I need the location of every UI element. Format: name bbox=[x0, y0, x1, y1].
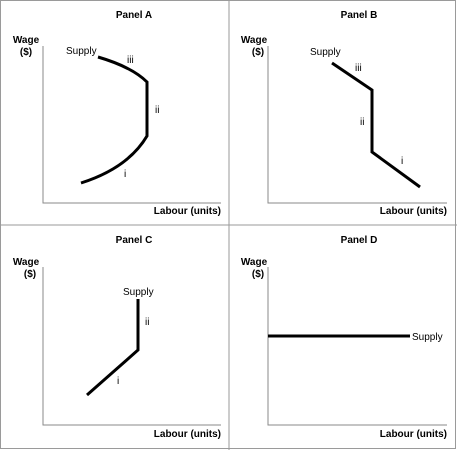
panel-d-x-label: Labour (units) bbox=[380, 429, 447, 440]
panel-a-y-label-line2: ($) bbox=[20, 47, 32, 58]
panel-c-y-label-line1: Wage bbox=[13, 257, 40, 268]
panel-b-supply-curve bbox=[331, 61, 421, 189]
panel-b-supply-label: Supply bbox=[310, 47, 341, 58]
panel-a-axes bbox=[42, 46, 221, 204]
panel-d-title: Panel D bbox=[341, 235, 378, 246]
panel-a-supply-label: Supply bbox=[66, 46, 97, 57]
panel-d-y-label-line2: ($) bbox=[252, 269, 264, 280]
panel-b-segment-label-ii: ii bbox=[360, 117, 364, 128]
panel-c-y-label-line2: ($) bbox=[24, 269, 36, 280]
panel-c-title: Panel C bbox=[116, 235, 153, 246]
panel-c-supply-curve bbox=[86, 299, 140, 397]
panel-a-x-label: Labour (units) bbox=[154, 206, 221, 217]
panel-b-title: Panel B bbox=[341, 10, 378, 21]
panel-c-axes bbox=[42, 267, 221, 426]
panel-c: Panel C Wage ($) Labour (units) Supply i… bbox=[13, 235, 221, 440]
panel-a-supply-curve bbox=[80, 55, 149, 185]
panel-a-segment-label-ii: ii bbox=[155, 105, 159, 116]
panel-c-segment-label-ii: ii bbox=[145, 317, 149, 328]
panel-b-axes bbox=[267, 46, 447, 204]
panel-a-title: Panel A bbox=[116, 10, 152, 21]
panel-d-axes bbox=[267, 267, 447, 426]
panel-b-y-label-line1: Wage bbox=[241, 35, 268, 46]
panel-b-segment-label-iii: iii bbox=[355, 63, 362, 74]
panel-c-segment-label-i: i bbox=[117, 376, 119, 387]
panel-c-supply-label: Supply bbox=[123, 287, 154, 298]
panel-d-supply-label: Supply bbox=[412, 332, 443, 343]
panel-b-x-label: Labour (units) bbox=[380, 206, 447, 217]
panel-b-y-label-line2: ($) bbox=[252, 47, 264, 58]
panel-a-segment-label-i: i bbox=[124, 169, 126, 180]
panel-a: Panel A Wage ($) Labour (units) Supply i… bbox=[13, 10, 221, 217]
panel-c-x-label: Labour (units) bbox=[154, 429, 221, 440]
panel-b-segment-label-i: i bbox=[401, 156, 403, 167]
panel-b: Panel B Wage ($) Labour (units) Supply i… bbox=[241, 10, 447, 217]
panel-a-y-label-line1: Wage bbox=[13, 35, 40, 46]
panel-d: Panel D Wage ($) Labour (units) Supply bbox=[241, 235, 447, 440]
panel-d-y-label-line1: Wage bbox=[241, 257, 268, 268]
panel-a-segment-label-iii: iii bbox=[127, 55, 134, 66]
